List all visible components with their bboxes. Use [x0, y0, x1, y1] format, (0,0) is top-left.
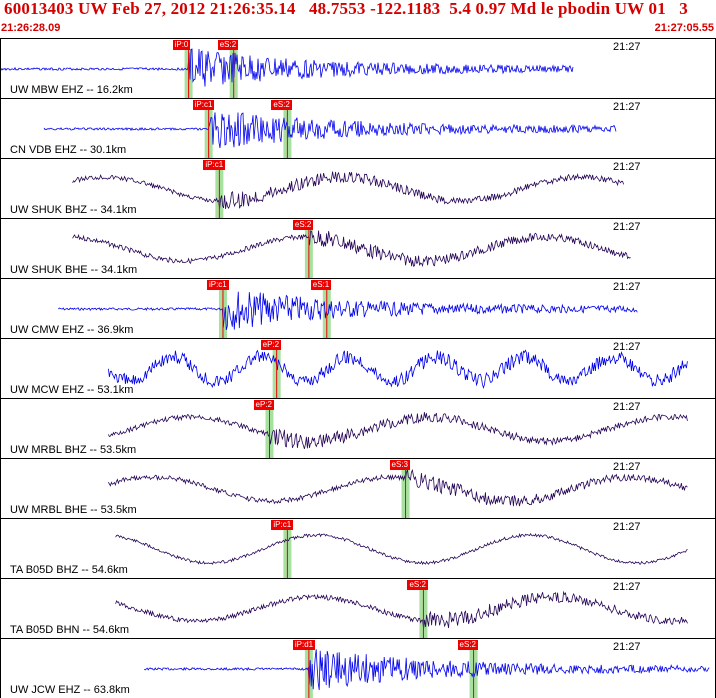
trace-panel[interactable]: iP:c1 eS:1 21:27 UW CMW EHZ -- 36.9km [0, 278, 716, 338]
trace-panel[interactable]: iP:d1 eS:2 21:27 UW JCW EHZ -- 63.8km [0, 638, 716, 698]
pick-tag[interactable]: eS:2 [407, 580, 428, 590]
waveform-plot [115, 529, 688, 578]
waveform-trace [143, 649, 710, 691]
pick-tag[interactable]: eP:2 [253, 400, 274, 410]
station-label: UW MCW EHZ -- 53.1km [10, 384, 134, 396]
pick-tag[interactable]: iP:c1 [271, 520, 294, 530]
waveform-trace [72, 230, 631, 268]
pick-tag[interactable]: eS:3 [389, 460, 410, 470]
window-end-time: 21:27:05.55 [654, 22, 714, 34]
waveform-trace [115, 590, 688, 629]
pick-tag[interactable]: eS:1 [310, 280, 332, 290]
trace-time-label: 21:27 [613, 461, 641, 473]
waveform-plot [108, 468, 688, 518]
station-label: UW MBW EHZ -- 16.2km [10, 84, 133, 96]
trace-panel[interactable]: iP:c1 21:27 TA B05D BHZ -- 54.6km [0, 518, 716, 578]
pick-tag[interactable]: iP:0 [172, 40, 191, 50]
waveform-plot [143, 649, 710, 698]
trace-time-label: 21:27 [613, 41, 641, 53]
waveform-plot [108, 409, 688, 458]
trace-time-label: 21:27 [613, 161, 641, 173]
trace-time-label: 21:27 [613, 341, 641, 353]
station-label: UW SHUK BHE -- 34.1km [10, 264, 138, 276]
trace-time-label: 21:27 [613, 281, 641, 293]
station-label: UW SHUK BHZ -- 34.1km [10, 204, 137, 216]
trace-time-label: 21:27 [613, 401, 641, 413]
waveform-plot [72, 229, 631, 278]
waveform-plot [115, 589, 688, 638]
waveform-plot [58, 289, 638, 338]
trace-time-label: 21:27 [613, 521, 641, 533]
trace-panel[interactable]: eS:2 21:27 UW SHUK BHE -- 34.1km [0, 218, 716, 278]
event-header: 60013403 UW Feb 27, 2012 21:26:35.14 48.… [0, 0, 716, 38]
window-start-time: 21:26:28.09 [1, 22, 61, 34]
trace-panel[interactable]: iP:c1 eS:2 21:27 CN VDB EHZ -- 30.1km [0, 98, 716, 158]
waveform-plot [72, 169, 624, 218]
station-label: CN VDB EHZ -- 30.1km [10, 144, 127, 156]
station-label: UW MRBL BHE -- 53.5km [10, 504, 137, 516]
station-label: UW MRBL BHZ -- 53.5km [10, 444, 137, 456]
waveform-trace [108, 412, 688, 450]
trace-panel[interactable]: eS:2 21:27 TA B05D BHN -- 54.6km [0, 578, 716, 638]
pick-tag[interactable]: iP:c1 [192, 100, 215, 110]
waveform-plot [108, 349, 688, 398]
trace-panel[interactable]: eP:2 21:27 UW MRBL BHZ -- 53.5km [0, 398, 716, 458]
waveform-trace [108, 349, 688, 390]
trace-time-label: 21:27 [613, 641, 641, 653]
station-label: TA B05D BHZ -- 54.6km [10, 564, 128, 576]
trace-panel[interactable]: iP:0 eS:2 21:27 UW MBW EHZ -- 16.2km [0, 38, 716, 98]
waveform-trace [72, 171, 624, 210]
waveform-trace [115, 532, 688, 566]
trace-time-label: 21:27 [613, 581, 641, 593]
pick-tag[interactable]: eS:2 [271, 100, 292, 110]
waveform-trace [1, 48, 574, 87]
waveform-plot [43, 109, 617, 158]
trace-panel[interactable]: eS:3 21:27 UW MRBL BHE -- 53.5km [0, 458, 716, 518]
trace-time-label: 21:27 [613, 101, 641, 113]
trace-panel[interactable]: iP:c1 21:27 UW SHUK BHZ -- 34.1km [0, 158, 716, 218]
event-title: 60013403 UW Feb 27, 2012 21:26:35.14 48.… [4, 0, 688, 18]
trace-panel[interactable]: eP:2 21:27 UW MCW EHZ -- 53.1km [0, 338, 716, 398]
pick-tag[interactable]: eS:2 [457, 640, 479, 650]
pick-tag[interactable]: iP:c1 [203, 160, 226, 170]
pick-tag[interactable]: iP:c1 [206, 280, 229, 290]
waveform-trace [108, 468, 688, 507]
pick-tag[interactable]: eP:2 [260, 340, 282, 350]
pick-tag[interactable]: eS:2 [292, 220, 314, 230]
waveform-trace [58, 291, 638, 331]
waveform-trace [43, 112, 617, 149]
station-label: UW JCW EHZ -- 63.8km [10, 684, 130, 696]
waveform-plot [1, 48, 574, 98]
station-label: UW CMW EHZ -- 36.9km [10, 324, 134, 336]
pick-tag[interactable]: eS:2 [217, 40, 239, 50]
pick-tag[interactable]: iP:d1 [292, 640, 316, 650]
trace-time-label: 21:27 [613, 221, 641, 233]
station-label: TA B05D BHN -- 54.6km [10, 624, 129, 636]
